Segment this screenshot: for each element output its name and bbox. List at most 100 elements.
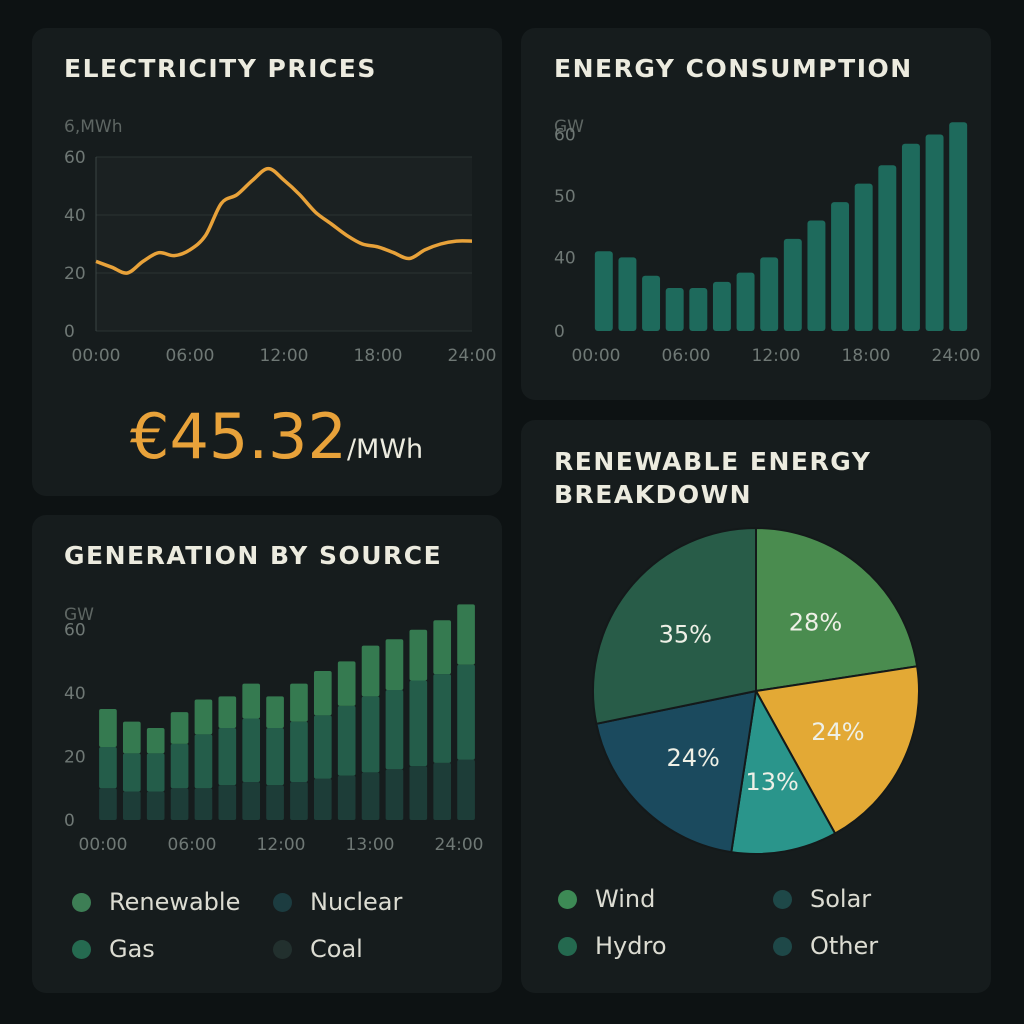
- legend-dot-nuclear: [273, 892, 292, 912]
- generation-bar-coal: [218, 785, 237, 820]
- generation-bar-gas: [313, 715, 332, 779]
- consumption-bar: [760, 257, 779, 331]
- generation-bar-coal: [122, 791, 141, 820]
- generation-bar-renewable: [433, 620, 452, 675]
- generation-bar-coal: [313, 778, 332, 820]
- y-tick-label: 40: [554, 248, 576, 268]
- legend-label-wind: Wind: [595, 885, 656, 913]
- renewable-breakdown-title-line2: BREAKDOWN: [554, 480, 753, 509]
- legend-item-renewable: Renewable: [72, 888, 267, 916]
- generation-bar-coal: [337, 775, 356, 820]
- renewable-breakdown-title-line1: RENEWABLE ENERGY: [554, 447, 872, 476]
- consumption-bar: [665, 288, 684, 331]
- generation-bar-renewable: [170, 712, 189, 744]
- generation-bar-gas: [266, 728, 284, 786]
- generation-bar-gas: [242, 718, 261, 782]
- legend-item-nuclear: Nuclear: [267, 888, 462, 916]
- legend-label-other: Other: [810, 932, 879, 960]
- generation-bar-renewable: [313, 670, 332, 716]
- x-tick-label: 24:00: [932, 346, 981, 366]
- plot-area: [96, 157, 472, 331]
- x-tick-label: 12:00: [752, 346, 801, 366]
- consumption-bar: [807, 220, 826, 331]
- legend-dot-hydro: [558, 936, 577, 956]
- current-price-value: €45.32: [130, 400, 347, 473]
- legend-label-coal: Coal: [310, 935, 363, 963]
- consumption-bar: [642, 275, 661, 331]
- generation-bar-gas: [170, 743, 189, 789]
- pie-slice: [595, 689, 758, 854]
- generation-bar-renewable: [242, 683, 261, 719]
- legend-label-nuclear: Nuclear: [310, 888, 403, 916]
- legend-item-hydro: Hydro: [558, 932, 773, 960]
- y-tick-label: 60: [554, 126, 576, 146]
- x-tick-label: 18:00: [842, 346, 891, 366]
- renewable-breakdown-pie: 28% 24% 13% 24% 35%: [592, 526, 920, 855]
- pie-slice: [754, 665, 920, 835]
- legend-label-renewable: Renewable: [109, 888, 241, 916]
- y-tick-label: 40: [64, 206, 86, 226]
- generation-bar-coal: [242, 781, 261, 820]
- x-tick-label: 00:00: [572, 346, 621, 366]
- y-axis-unit: 6,MWh: [64, 117, 122, 137]
- y-tick-label: 60: [64, 621, 86, 641]
- legend-label-gas: Gas: [109, 935, 155, 963]
- x-tick-label: 18:00: [354, 346, 403, 366]
- consumption-bar: [949, 122, 968, 332]
- consumption-bar: [712, 281, 731, 331]
- generation-bar-coal: [290, 781, 308, 820]
- generation-bar-coal: [194, 788, 213, 820]
- consumption-bar: [901, 143, 920, 331]
- renewable-breakdown-title: RENEWABLE ENERGY BREAKDOWN: [554, 445, 871, 511]
- y-tick-label: 20: [64, 264, 86, 284]
- consumption-bar: [736, 272, 755, 331]
- legend-label-hydro: Hydro: [595, 932, 667, 960]
- electricity-prices-title: ELECTRICITY PRICES: [64, 54, 377, 83]
- generation-bar-coal: [170, 788, 189, 820]
- legend-item-other: Other: [773, 932, 958, 960]
- generation-by-source-title: GENERATION BY SOURCE: [64, 541, 443, 570]
- generation-bar-gas: [122, 753, 141, 792]
- y-tick-label: 20: [64, 748, 86, 768]
- y-tick-label: 60: [64, 148, 86, 168]
- generation-bar-gas: [194, 734, 213, 789]
- legend-label-solar: Solar: [810, 885, 872, 913]
- y-tick-label: 0: [64, 811, 75, 831]
- generation-bar-coal: [433, 762, 452, 820]
- consumption-bar: [854, 183, 873, 331]
- generation-bar-renewable: [99, 709, 117, 748]
- generation-bar-coal: [266, 785, 284, 820]
- generation-bar-coal: [409, 766, 428, 820]
- generation-bar-coal: [361, 772, 380, 820]
- consumption-bar: [783, 238, 802, 331]
- generation-bar-renewable: [409, 629, 428, 681]
- generation-bar-gas: [433, 674, 452, 763]
- generation-bar-renewable: [457, 604, 475, 665]
- x-tick-label: 06:00: [662, 346, 711, 366]
- generation-bar-renewable: [266, 696, 284, 729]
- y-tick-label: 40: [64, 684, 86, 704]
- generation-bar-coal: [146, 791, 165, 820]
- x-tick-label: 06:00: [166, 346, 215, 366]
- x-tick-label: 12:00: [260, 346, 309, 366]
- x-tick-label: 00:00: [79, 835, 128, 855]
- pie-slice-label: 24%: [811, 718, 864, 746]
- generation-bar-gas: [385, 689, 404, 770]
- consumption-bar: [925, 134, 944, 331]
- generation-bar-coal: [457, 759, 475, 820]
- generation-bar-renewable: [146, 728, 165, 754]
- legend-item-solar: Solar: [773, 885, 958, 913]
- generation-bar-gas: [290, 721, 308, 782]
- generation-bar-coal: [99, 788, 117, 820]
- generation-legend: Renewable Nuclear Gas Coal: [72, 888, 462, 963]
- consumption-bar: [618, 257, 637, 331]
- pie-slice-label: 13%: [745, 768, 798, 796]
- generation-bar-gas: [361, 696, 380, 773]
- legend-dot-other: [773, 936, 792, 956]
- legend-item-coal: Coal: [267, 935, 462, 963]
- pie-slice-label: 24%: [666, 744, 719, 772]
- y-tick-label: 50: [554, 187, 576, 207]
- generation-bar-gas: [409, 680, 428, 767]
- x-tick-label: 13:00: [346, 835, 395, 855]
- pie-slice-label: 28%: [789, 609, 842, 637]
